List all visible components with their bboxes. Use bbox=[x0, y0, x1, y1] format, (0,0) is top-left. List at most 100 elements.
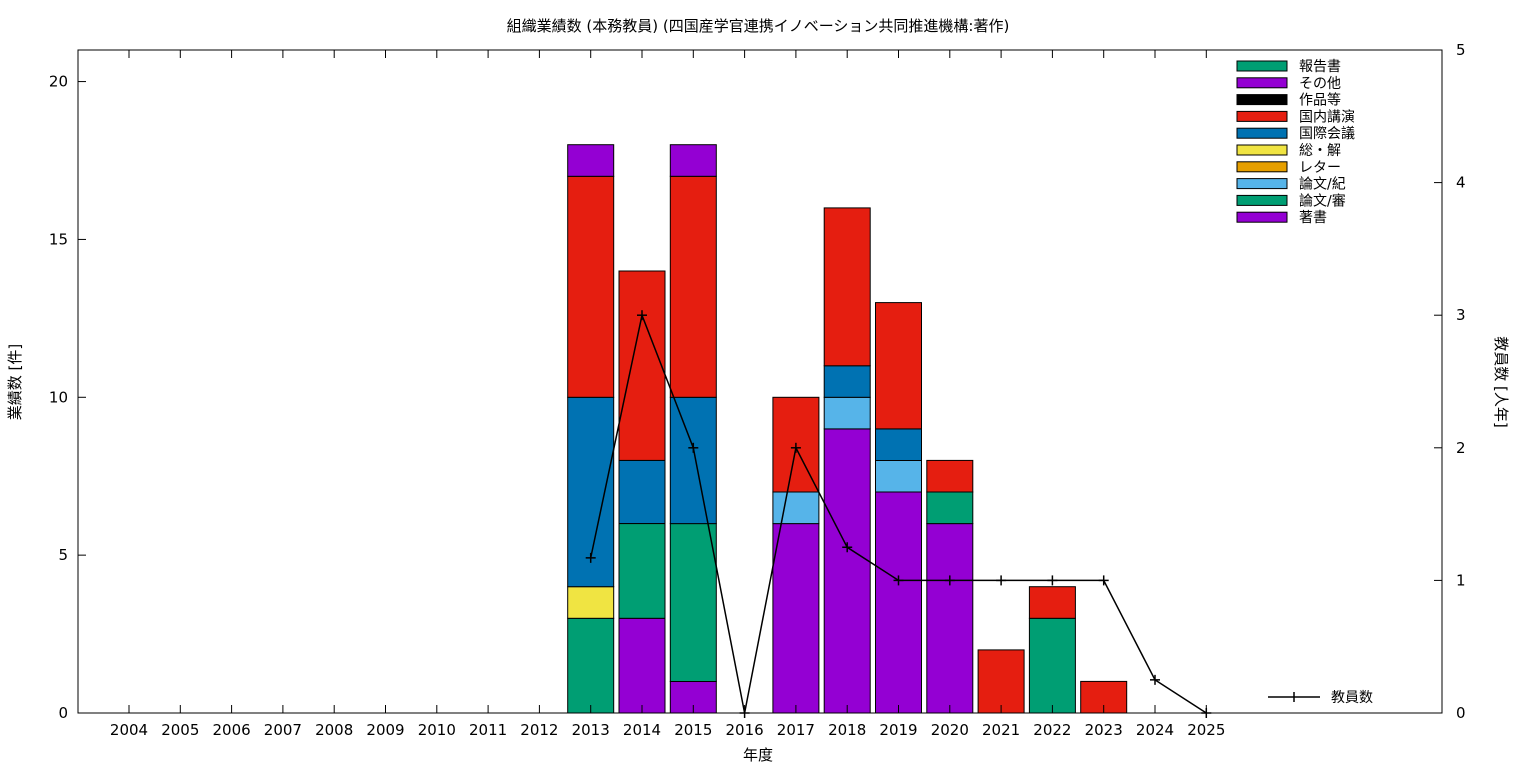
legend-swatch bbox=[1236, 211, 1288, 223]
bars-layer bbox=[567, 144, 1128, 714]
x-tick-label: 2022 bbox=[1033, 721, 1071, 739]
y2-tick-label: 5 bbox=[1456, 41, 1466, 59]
x-tick-label: 2009 bbox=[366, 721, 404, 739]
bar-segment bbox=[1028, 617, 1076, 714]
line-point bbox=[842, 542, 853, 553]
legend-swatch bbox=[1236, 194, 1288, 206]
x-tick-label: 2020 bbox=[931, 721, 969, 739]
bar-segment bbox=[669, 144, 717, 177]
bar-segment bbox=[875, 491, 922, 714]
y-tick-label: 20 bbox=[49, 73, 68, 91]
bar-segment bbox=[567, 586, 615, 619]
legend-label: 作品等 bbox=[1299, 92, 1341, 109]
bar-segment bbox=[618, 617, 666, 714]
legend-label: レター bbox=[1299, 160, 1341, 176]
x-tick-label: 2013 bbox=[572, 721, 610, 739]
x-tick-label: 2018 bbox=[828, 721, 866, 739]
x-tick-label: 2008 bbox=[315, 721, 353, 739]
y2-tick-label: 2 bbox=[1456, 439, 1466, 457]
x-tick-label: 2007 bbox=[264, 721, 302, 739]
bar-segment bbox=[669, 175, 717, 398]
line-point bbox=[1150, 674, 1160, 685]
bar-segment bbox=[618, 270, 666, 461]
x-tick-label: 2015 bbox=[674, 721, 712, 739]
legend-label: 国際会議 bbox=[1299, 125, 1355, 142]
bar-segment bbox=[823, 207, 871, 367]
bar-segment bbox=[618, 459, 666, 524]
bar-segment bbox=[926, 491, 974, 525]
legend-label: 論文/紀 bbox=[1299, 177, 1346, 193]
bar-segment bbox=[823, 365, 871, 398]
legend-swatch bbox=[1236, 110, 1288, 122]
legend-label: 報告書 bbox=[1299, 59, 1341, 75]
x-tick-label: 2016 bbox=[726, 721, 764, 739]
bar-segment bbox=[772, 523, 820, 714]
bar-segment bbox=[669, 396, 717, 525]
legend-label: 著書 bbox=[1299, 210, 1327, 226]
bar-segment bbox=[669, 523, 717, 682]
y2-tick-label: 4 bbox=[1456, 174, 1466, 192]
bar-segment bbox=[567, 175, 615, 398]
line-point bbox=[585, 552, 596, 563]
line-point bbox=[996, 575, 1007, 586]
y2-axis-label: 教員数 [人年] bbox=[1492, 336, 1510, 427]
bar-segment bbox=[1028, 586, 1076, 619]
x-tick-label: 2024 bbox=[1136, 721, 1174, 739]
y-axis-label: 業績数 [件] bbox=[6, 344, 24, 420]
legend-label: その他 bbox=[1299, 76, 1341, 92]
x-tick-label: 2014 bbox=[623, 721, 661, 739]
bar-segment bbox=[823, 428, 871, 714]
legend-line-label: 教員数 bbox=[1331, 690, 1373, 706]
bar-segment bbox=[618, 523, 666, 619]
legend-label: 論文/審 bbox=[1299, 193, 1346, 209]
legend-swatch bbox=[1236, 178, 1288, 190]
legend-swatch bbox=[1236, 77, 1288, 89]
bar-segment bbox=[926, 459, 974, 493]
bar-segment bbox=[875, 459, 922, 493]
y-tick-label: 0 bbox=[58, 704, 68, 722]
line-point bbox=[893, 575, 904, 586]
x-tick-label: 2012 bbox=[520, 721, 558, 739]
legend-swatch bbox=[1236, 127, 1288, 139]
bar-segment bbox=[772, 491, 820, 525]
plot-frame bbox=[77, 49, 1443, 714]
line-point bbox=[790, 442, 801, 453]
x-tick-label: 2019 bbox=[879, 721, 917, 739]
x-tick-label: 2010 bbox=[418, 721, 456, 739]
line-point bbox=[1098, 575, 1109, 586]
legend-swatch bbox=[1236, 144, 1288, 156]
axes-layer: 0 5 10 15 20 0 1 2 3 4 5 2004 2005 2006 2007 2008 2009 20… bbox=[49, 41, 1466, 739]
legend-swatch bbox=[1236, 94, 1288, 106]
bar-segment bbox=[977, 649, 1025, 714]
bar-segment bbox=[823, 396, 871, 430]
x-axis-label: 年度 bbox=[743, 746, 773, 764]
y-tick-label: 10 bbox=[49, 388, 68, 406]
x-tick-label: 2005 bbox=[161, 721, 199, 739]
x-tick-label: 2006 bbox=[213, 721, 251, 739]
legend-swatch bbox=[1236, 60, 1288, 72]
x-tick-label: 2017 bbox=[777, 721, 815, 739]
line-point bbox=[637, 310, 647, 321]
y-tick-label: 5 bbox=[58, 546, 68, 564]
bar-segment bbox=[567, 617, 615, 714]
x-tick-label: 2011 bbox=[469, 721, 507, 739]
x-tick-label: 2025 bbox=[1187, 721, 1225, 739]
y2-tick-label: 1 bbox=[1456, 571, 1466, 589]
line-point bbox=[1047, 575, 1058, 586]
x-tick-label: 2004 bbox=[110, 721, 148, 739]
bar-segment bbox=[926, 523, 974, 714]
legend-label: 国内講演 bbox=[1299, 109, 1355, 125]
bar-segment bbox=[875, 302, 922, 430]
y-tick-label: 15 bbox=[49, 230, 68, 248]
line-point bbox=[944, 575, 955, 586]
legend-label: 総・解 bbox=[1299, 143, 1341, 159]
line-point bbox=[688, 442, 699, 453]
y2-tick-label: 3 bbox=[1456, 306, 1466, 324]
y2-tick-label: 0 bbox=[1456, 704, 1466, 722]
x-tick-label: 2023 bbox=[1085, 721, 1123, 739]
x-tick-label: 2021 bbox=[982, 721, 1020, 739]
bar-segment bbox=[567, 144, 615, 177]
